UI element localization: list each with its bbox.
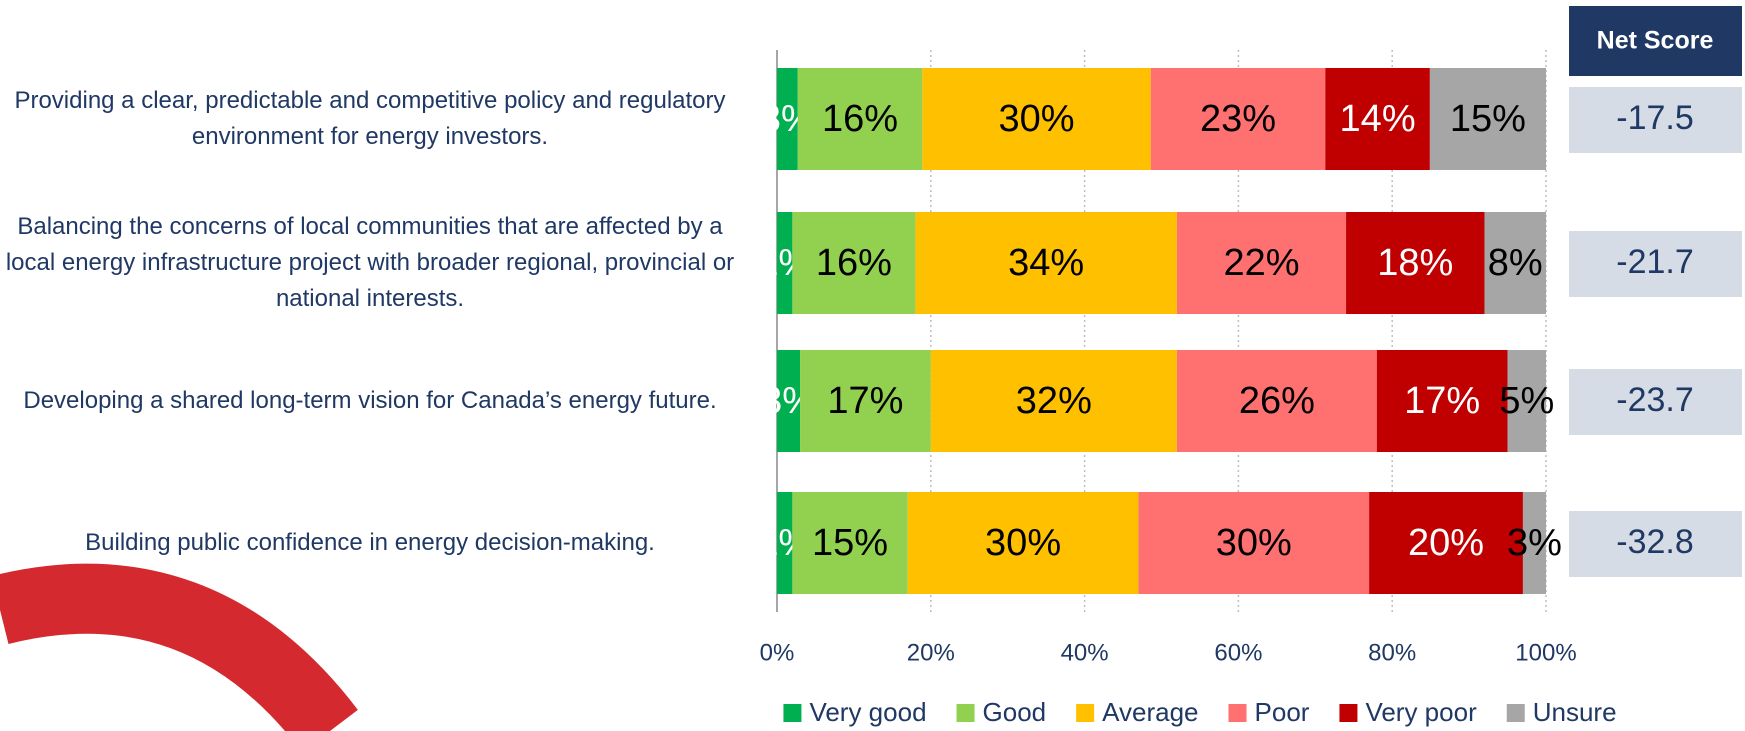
net-score-value: -23.7	[1616, 381, 1694, 419]
legend-label: Good	[983, 697, 1047, 727]
bar-segment	[1369, 492, 1523, 594]
bar-segment	[1376, 350, 1508, 452]
legend-swatch	[956, 704, 975, 722]
data-label: 8%	[1488, 242, 1543, 284]
category-label: Developing a shared long-term vision for…	[23, 387, 717, 414]
data-label: 16%	[822, 98, 898, 140]
data-label: 32%	[1016, 380, 1092, 422]
data-label: 17%	[827, 380, 903, 422]
x-tick-label: 80%	[1368, 639, 1416, 666]
data-label: 15%	[812, 522, 888, 564]
net-score-value: -17.5	[1616, 99, 1694, 137]
x-tick-label: 100%	[1515, 639, 1576, 666]
data-label: 26%	[1239, 380, 1315, 422]
data-label: 18%	[1377, 242, 1453, 284]
net-score-box	[1569, 369, 1742, 435]
bar-segment	[800, 350, 931, 452]
bar-segment	[1150, 68, 1326, 170]
data-label: 17%	[1404, 380, 1480, 422]
net-score-header: Net Score	[1597, 27, 1714, 55]
decoration-arc	[0, 563, 358, 731]
data-label: 22%	[1223, 242, 1299, 284]
bar-segment	[792, 492, 908, 594]
category-label: Balancing the concerns of local communit…	[5, 213, 735, 312]
legend-swatch	[1339, 704, 1358, 722]
legend-label: Very poor	[1365, 697, 1477, 727]
bar-segment	[1176, 212, 1347, 314]
net-score-header-bg	[1569, 6, 1742, 76]
x-tick-label: 20%	[907, 639, 955, 666]
bar-segment	[922, 68, 1151, 170]
bar-segment	[1176, 350, 1377, 452]
data-label: 30%	[1216, 522, 1292, 564]
bar-segment	[777, 212, 793, 314]
bar-segment	[915, 212, 1177, 314]
bar-segment	[1484, 212, 1546, 314]
bar-segment	[792, 212, 916, 314]
net-score-box	[1569, 87, 1742, 153]
bar-segment	[777, 350, 801, 452]
legend-label: Poor	[1255, 697, 1310, 727]
data-label: 3%	[1507, 522, 1562, 564]
bar-segment	[777, 68, 798, 170]
category-label: Building public confidence in energy dec…	[85, 529, 655, 556]
data-label: 15%	[1450, 98, 1526, 140]
bar-segment	[797, 68, 923, 170]
data-label: 5%	[1499, 380, 1554, 422]
net-score-value: -32.8	[1616, 523, 1694, 561]
data-label: 16%	[816, 242, 892, 284]
data-label: 20%	[1408, 522, 1484, 564]
data-label: 30%	[985, 522, 1061, 564]
x-tick-label: 60%	[1214, 639, 1262, 666]
legend-label: Average	[1102, 697, 1198, 727]
bar-segment	[1138, 492, 1370, 594]
bar-segment	[1346, 212, 1485, 314]
bar-segment	[1507, 350, 1546, 452]
legend-label: Very good	[809, 697, 926, 727]
bar-segment	[907, 492, 1139, 594]
legend-swatch	[783, 704, 802, 722]
category-label: Providing a clear, predictable and compe…	[14, 87, 726, 150]
x-tick-label: 40%	[1061, 639, 1109, 666]
net-score-value: -21.7	[1616, 243, 1694, 281]
legend-swatch	[1506, 704, 1525, 722]
bar-segment	[1325, 68, 1430, 170]
net-score-box	[1569, 511, 1742, 577]
data-label: 23%	[1200, 98, 1276, 140]
data-label: 30%	[999, 98, 1075, 140]
legend-label: Unsure	[1533, 697, 1617, 727]
x-tick-label: 0%	[760, 639, 795, 666]
bar-segment	[1522, 492, 1546, 594]
legend-swatch	[1228, 704, 1247, 722]
net-score-box	[1569, 231, 1742, 297]
legend-swatch	[1076, 704, 1095, 722]
bar-segment	[1429, 68, 1546, 170]
data-label: 34%	[1008, 242, 1084, 284]
data-label: 14%	[1340, 98, 1416, 140]
bar-segment	[777, 492, 793, 594]
bar-segment	[930, 350, 1177, 452]
